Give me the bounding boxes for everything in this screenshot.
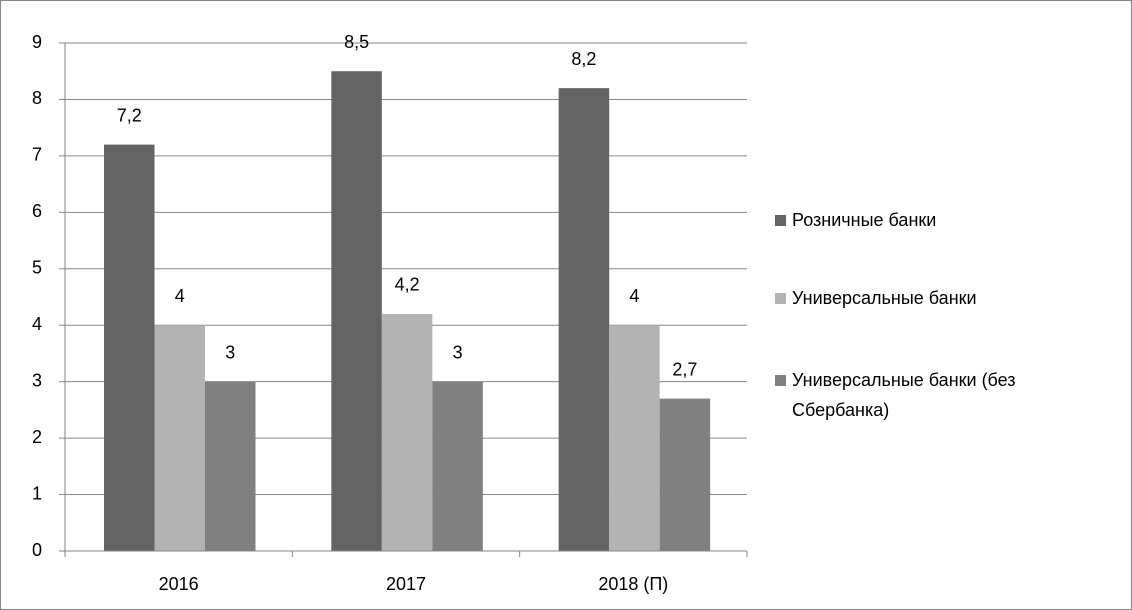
- legend-label: Розничные банки: [792, 210, 937, 230]
- legend-item: Универсальные банки: [775, 283, 1115, 313]
- data-label: 2,7: [672, 359, 697, 379]
- bar: [659, 398, 711, 551]
- legend-swatch: [775, 293, 786, 304]
- bar: [609, 325, 660, 551]
- data-label: 4,2: [395, 275, 420, 295]
- bar: [558, 88, 610, 552]
- x-tick-label: 2018 (П): [598, 574, 668, 594]
- legend-label: Универсальные банки: [792, 288, 977, 308]
- bar: [154, 325, 205, 551]
- data-label: 4: [629, 286, 639, 306]
- bar: [381, 313, 433, 551]
- legend-item: Розничные банки: [775, 205, 1115, 235]
- bar: [331, 71, 382, 551]
- data-label: 3: [453, 342, 463, 362]
- data-label: 8,2: [571, 49, 596, 69]
- bar: [205, 381, 256, 551]
- y-tick-label: 3: [32, 370, 42, 390]
- legend-item: Универсальные банки (без Сбербанка): [775, 365, 1115, 425]
- y-tick-label: 2: [32, 427, 42, 447]
- y-tick-label: 6: [32, 201, 42, 221]
- y-tick-label: 4: [32, 314, 42, 334]
- data-label: 8,5: [344, 32, 369, 52]
- legend-swatch: [775, 215, 786, 226]
- data-label: 4: [175, 286, 185, 306]
- legend-label: Универсальные банки (без Сбербанка): [792, 370, 1016, 420]
- legend-swatch: [775, 375, 786, 386]
- data-label: 7,2: [117, 105, 142, 125]
- data-label: 3: [225, 342, 235, 362]
- y-tick-label: 8: [32, 88, 42, 108]
- bar: [104, 144, 155, 551]
- y-tick-label: 5: [32, 258, 42, 278]
- x-tick-label: 2016: [159, 574, 199, 594]
- y-tick-label: 1: [32, 483, 42, 503]
- y-tick-label: 9: [32, 32, 42, 52]
- y-tick-label: 7: [32, 145, 42, 165]
- y-tick-label: 0: [32, 540, 42, 560]
- bar: [432, 381, 483, 551]
- x-tick-label: 2017: [386, 574, 426, 594]
